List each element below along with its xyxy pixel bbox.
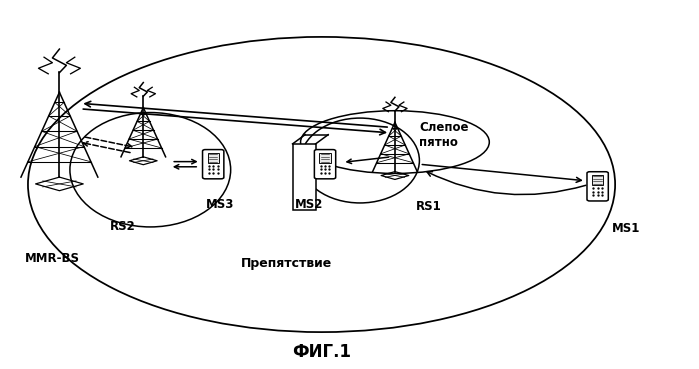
FancyBboxPatch shape — [315, 149, 336, 179]
Bar — [208, 153, 219, 163]
Text: ФИГ.1: ФИГ.1 — [292, 344, 351, 361]
Bar — [592, 175, 603, 185]
FancyBboxPatch shape — [203, 149, 224, 179]
Bar — [292, 144, 316, 210]
FancyBboxPatch shape — [587, 172, 608, 201]
Text: Слепое
пятно: Слепое пятно — [419, 121, 469, 149]
Bar — [319, 153, 331, 163]
Text: MS1: MS1 — [612, 222, 640, 235]
Text: MS3: MS3 — [206, 198, 234, 211]
Text: RS2: RS2 — [110, 220, 135, 234]
Text: RS1: RS1 — [416, 200, 442, 213]
Text: MS2: MS2 — [295, 198, 324, 211]
Text: MMR-BS: MMR-BS — [25, 252, 80, 265]
Text: Препятствие: Препятствие — [241, 257, 332, 270]
